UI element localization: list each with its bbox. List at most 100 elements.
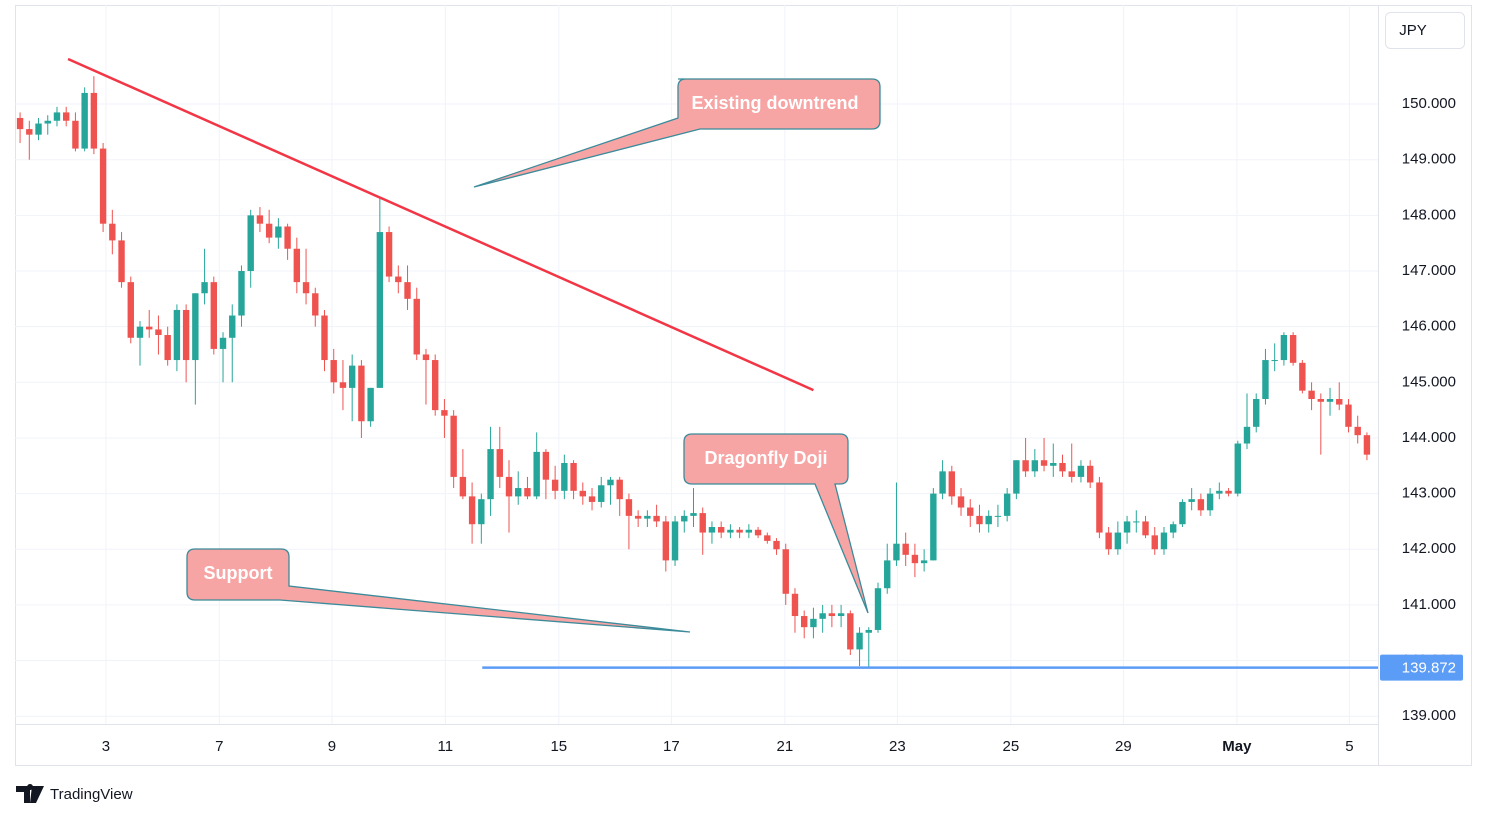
candle-body bbox=[16, 117, 24, 130]
candle-body bbox=[284, 226, 291, 249]
candle-body bbox=[1096, 482, 1103, 533]
candle-body bbox=[524, 488, 531, 497]
x-tick-label: 15 bbox=[550, 738, 567, 755]
candle-body bbox=[1317, 399, 1325, 402]
candle-body bbox=[173, 309, 181, 361]
candle-body bbox=[1206, 493, 1214, 511]
x-tick-label: 9 bbox=[328, 738, 336, 755]
candle-body bbox=[1031, 460, 1039, 472]
candle-body bbox=[395, 276, 402, 283]
x-tick-label: May bbox=[1222, 738, 1252, 755]
candle-body bbox=[598, 485, 605, 502]
candle-body bbox=[837, 613, 845, 617]
candle-body bbox=[201, 282, 208, 294]
candle-body bbox=[542, 451, 550, 480]
price-label-box bbox=[1380, 654, 1463, 681]
candle-body bbox=[653, 515, 660, 522]
candle-body bbox=[662, 521, 670, 561]
candle-body bbox=[219, 337, 227, 349]
candle-body bbox=[616, 479, 623, 500]
brand-name: TradingView bbox=[50, 786, 133, 803]
candle-body bbox=[791, 593, 799, 617]
candle-body bbox=[44, 120, 51, 124]
candle-body bbox=[330, 360, 337, 383]
candle-body bbox=[182, 309, 190, 361]
candle-body bbox=[247, 215, 254, 272]
candle-body bbox=[146, 326, 153, 330]
candle-body bbox=[358, 365, 365, 422]
candle-body bbox=[1253, 399, 1260, 427]
candle-body bbox=[1059, 463, 1066, 472]
candle-body bbox=[1151, 535, 1158, 550]
candle-body bbox=[920, 560, 928, 564]
candle-body bbox=[856, 632, 863, 650]
x-tick-label: 23 bbox=[889, 738, 906, 755]
candle-body bbox=[275, 226, 282, 238]
candle-body bbox=[1326, 399, 1334, 402]
candle-body bbox=[902, 543, 909, 555]
candle-body bbox=[1225, 490, 1232, 494]
candle-body bbox=[736, 529, 743, 533]
candle-body bbox=[422, 354, 430, 361]
candle-body bbox=[828, 613, 836, 617]
candle-body bbox=[727, 529, 734, 533]
callout-text: Existing downtrend bbox=[691, 93, 858, 113]
candle-body bbox=[1160, 532, 1168, 550]
candles bbox=[16, 57, 1378, 669]
candle-body bbox=[385, 232, 393, 277]
candle-body bbox=[302, 282, 310, 294]
candle-body bbox=[588, 496, 596, 502]
candle-body bbox=[930, 493, 937, 561]
candle-body bbox=[164, 335, 171, 361]
candle-body bbox=[754, 529, 762, 536]
x-tick-label: 29 bbox=[1115, 738, 1132, 755]
candle-body bbox=[265, 223, 273, 238]
candle-body bbox=[515, 488, 522, 497]
candle-body bbox=[487, 449, 494, 500]
candle-body bbox=[53, 112, 61, 121]
candle-body bbox=[118, 240, 125, 283]
candle-body bbox=[985, 515, 992, 525]
candle-body bbox=[1271, 360, 1278, 362]
x-tick-label: 17 bbox=[663, 738, 680, 755]
callout-shape bbox=[473, 78, 881, 188]
candle-body bbox=[671, 521, 679, 561]
candle-body bbox=[478, 499, 485, 525]
candle-body bbox=[210, 282, 217, 349]
candle-body bbox=[450, 415, 457, 477]
y-tick-label: 149.000 bbox=[1402, 151, 1456, 168]
candle-body bbox=[238, 271, 245, 316]
x-tick-label: 3 bbox=[102, 738, 110, 755]
candle-body bbox=[847, 613, 854, 650]
candle-body bbox=[376, 232, 384, 388]
price-label: 139.872 bbox=[1402, 660, 1456, 677]
candle-body bbox=[26, 129, 33, 135]
candle-body bbox=[1013, 460, 1020, 494]
candle-body bbox=[90, 92, 98, 149]
candle-body bbox=[644, 515, 651, 519]
candle-body bbox=[35, 123, 42, 135]
candle-body bbox=[496, 449, 503, 477]
currency-button[interactable] bbox=[1385, 12, 1465, 49]
candle-body bbox=[367, 387, 374, 422]
candle-body bbox=[62, 112, 70, 121]
candle-body bbox=[459, 476, 467, 497]
candle-body bbox=[1243, 426, 1251, 444]
callout-text: Dragonfly Doji bbox=[704, 448, 827, 468]
x-tick-label: 21 bbox=[776, 738, 793, 755]
candle-body bbox=[690, 513, 697, 516]
y-tick-label: 147.000 bbox=[1402, 262, 1456, 279]
candle-body bbox=[865, 629, 872, 633]
candle-body bbox=[939, 471, 946, 494]
y-tick-label: 141.000 bbox=[1402, 596, 1456, 613]
candle-body bbox=[1363, 435, 1371, 455]
candle-body bbox=[994, 515, 1002, 517]
candle-body bbox=[109, 223, 116, 241]
callout-text: Support bbox=[204, 563, 273, 583]
candle-body bbox=[312, 293, 319, 316]
brand-logo bbox=[16, 784, 44, 803]
candle-body bbox=[1345, 404, 1352, 427]
candle-body bbox=[1188, 499, 1195, 502]
candle-body bbox=[782, 549, 789, 594]
candle-body bbox=[1123, 521, 1131, 533]
